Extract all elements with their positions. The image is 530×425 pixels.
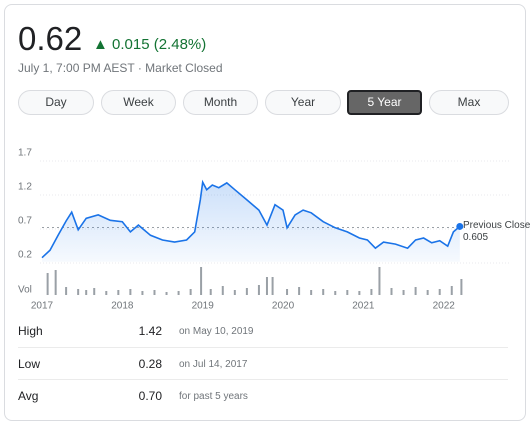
volume-bar [209,289,212,295]
x-tick-label: 2022 [433,301,456,312]
range-tab[interactable]: Day [18,90,94,115]
volume-bar [271,277,274,295]
volume-bar [334,291,337,295]
last-point [456,222,464,230]
stat-label: High [18,324,43,338]
volume-bar [310,290,313,295]
volume-label: Vol [18,285,32,296]
volume-bar [257,285,260,295]
change-value: 0.015 (2.48%) [112,36,207,53]
volume-bar [65,287,68,295]
market-status: July 1, 7:00 PM AEST · Market Closed [18,61,223,75]
quote-card [4,4,526,421]
volume-bar [200,267,203,295]
stat-label: Low [18,357,41,371]
volume-bar [105,291,108,295]
previous-close-label: Previous Close: [463,220,530,231]
volume-bar [322,289,325,295]
range-tab[interactable]: 5 Year [347,90,422,115]
x-tick-label: 2021 [352,301,375,312]
volume-bar [426,290,429,295]
volume-bar [370,289,373,295]
volume-bar [390,288,393,295]
price-change: ▲ 0.015 (2.48%) [93,36,207,53]
volume-bar [460,279,463,295]
x-tick-label: 2020 [272,301,295,312]
previous-close-value: 0.605 [463,232,488,243]
volume-bar [450,286,453,295]
range-tab[interactable]: Max [429,90,509,115]
volume-bar [85,290,88,295]
volume-bar [165,292,168,295]
y-tick-label: 1.2 [18,182,32,193]
stat-note: for past 5 years [179,391,248,402]
volume-bar [77,289,80,295]
volume-bar [414,287,417,295]
volume-bar [346,290,349,295]
range-tab[interactable]: Month [183,90,258,115]
volume-bar [402,290,405,295]
y-tick-label: 0.7 [18,216,32,227]
range-tab[interactable]: Week [101,90,176,115]
price: 0.62 [18,20,83,57]
x-tick-label: 2017 [31,301,54,312]
volume-bar [438,289,441,295]
x-tick-label: 2019 [192,301,215,312]
x-tick-label: 2018 [111,301,134,312]
volume-bar [177,291,180,295]
volume-bar [141,291,144,295]
stat-row: Avg 0.70 for past 5 years [18,379,508,412]
volume-bar [189,289,192,295]
volume-bar [286,289,289,295]
volume-bar [245,288,248,295]
stat-value: 0.70 [138,389,162,403]
stat-row: Low 0.28 on Jul 14, 2017 [18,347,508,380]
volume-bar [117,290,120,295]
y-tick-label: 0.2 [18,250,32,261]
stat-note: on May 10, 2019 [179,326,254,337]
volume-bar [265,277,268,295]
volume-bar [153,290,156,295]
volume-bar [358,291,361,295]
volume-bar [378,267,381,295]
range-tab[interactable]: Year [265,90,341,115]
area-fill [42,182,460,262]
volume-bar [298,287,301,295]
stat-value: 0.28 [138,357,162,371]
stat-label: Avg [18,389,39,403]
price-line [41,179,461,259]
volume-bar [93,288,96,295]
volume-bar [233,290,236,295]
volume-bar [46,273,49,295]
volume-bar [221,286,224,295]
volume-bar [54,270,57,295]
stat-note: on Jul 14, 2017 [179,359,248,370]
volume-bar [129,289,132,295]
y-tick-label: 1.7 [18,148,32,159]
stat-row: High 1.42 on May 10, 2019 [18,315,508,347]
stat-value: 1.42 [138,324,162,338]
